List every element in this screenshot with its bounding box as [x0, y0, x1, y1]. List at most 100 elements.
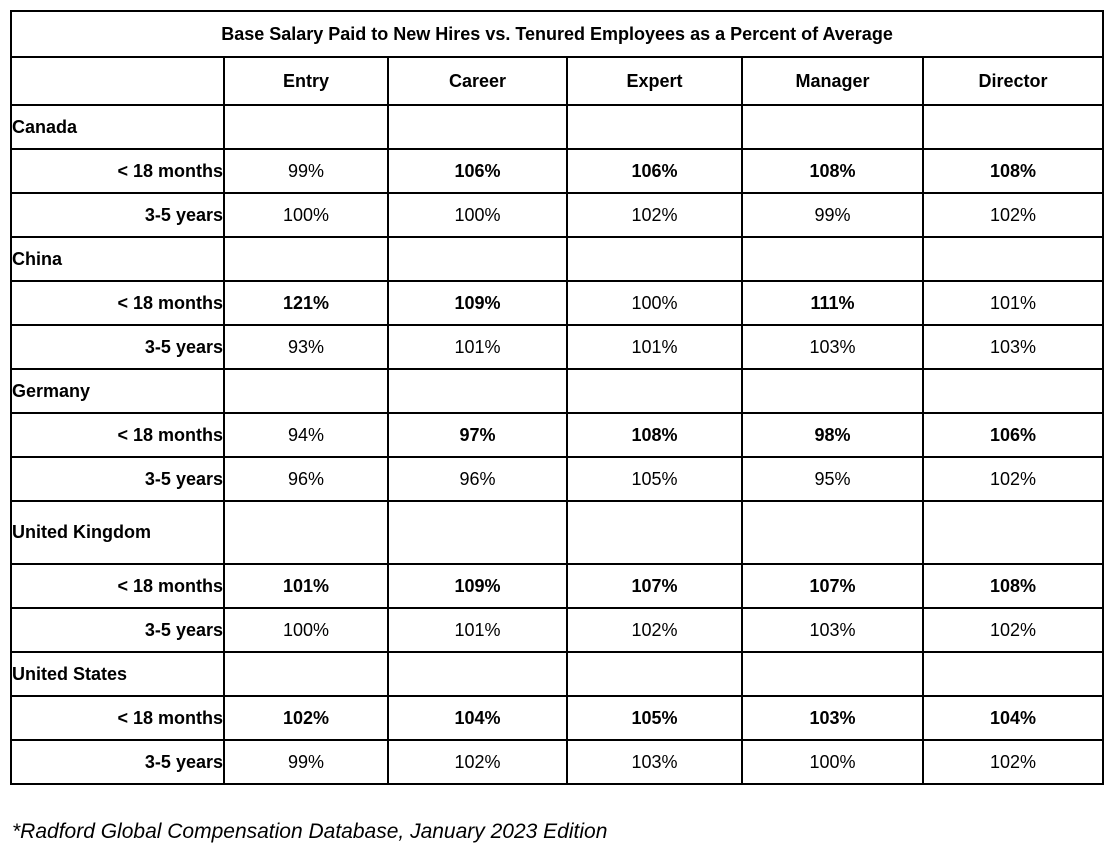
value-cell: 101% — [223, 563, 389, 609]
value-cell: 102% — [566, 607, 743, 653]
table-title-row: Base Salary Paid to New Hires vs. Tenure… — [9, 10, 1105, 58]
column-header-manager: Manager — [741, 56, 924, 106]
empty-cell — [741, 104, 924, 150]
value-cell: 109% — [387, 563, 568, 609]
value-cell: 102% — [921, 739, 1105, 785]
column-header-director: Director — [921, 56, 1105, 106]
value-cell: 101% — [921, 280, 1105, 326]
empty-cell — [741, 500, 924, 565]
tenure-label: 3-5 years — [10, 192, 225, 238]
table-title: Base Salary Paid to New Hires vs. Tenure… — [9, 10, 1105, 58]
table-row: 3-5 years 100% 101% 102% 103% 102% — [10, 607, 1105, 653]
value-cell: 100% — [741, 739, 924, 785]
table-row: < 18 months 102% 104% 105% 103% 104% — [10, 695, 1105, 741]
value-cell: 98% — [741, 412, 924, 458]
country-row: United States — [10, 651, 1105, 697]
value-cell: 111% — [741, 280, 924, 326]
country-name: China — [10, 236, 225, 282]
value-cell: 101% — [566, 324, 743, 370]
value-cell: 102% — [566, 192, 743, 238]
value-cell: 108% — [741, 148, 924, 194]
empty-cell — [223, 236, 389, 282]
country-row: Canada — [10, 104, 1105, 150]
table-row: < 18 months 99% 106% 106% 108% 108% — [10, 148, 1105, 194]
value-cell: 96% — [387, 456, 568, 502]
value-cell: 93% — [223, 324, 389, 370]
value-cell: 103% — [741, 607, 924, 653]
empty-cell — [741, 368, 924, 414]
value-cell: 104% — [387, 695, 568, 741]
value-cell: 103% — [921, 324, 1105, 370]
empty-cell — [566, 236, 743, 282]
tenure-label: < 18 months — [10, 412, 225, 458]
table-row: 3-5 years 93% 101% 101% 103% 103% — [10, 324, 1105, 370]
country-name: United States — [10, 651, 225, 697]
empty-cell — [566, 500, 743, 565]
value-cell: 94% — [223, 412, 389, 458]
empty-cell — [741, 236, 924, 282]
table-row: < 18 months 121% 109% 100% 111% 101% — [10, 280, 1105, 326]
country-row: United Kingdom — [10, 500, 1105, 565]
empty-cell — [223, 104, 389, 150]
tenure-label: < 18 months — [10, 563, 225, 609]
value-cell: 105% — [566, 456, 743, 502]
tenure-label: 3-5 years — [10, 324, 225, 370]
value-cell: 103% — [741, 695, 924, 741]
value-cell: 121% — [223, 280, 389, 326]
value-cell: 99% — [223, 739, 389, 785]
value-cell: 99% — [223, 148, 389, 194]
value-cell: 101% — [387, 324, 568, 370]
table-row: < 18 months 94% 97% 108% 98% 106% — [10, 412, 1105, 458]
value-cell: 95% — [741, 456, 924, 502]
value-cell: 102% — [921, 192, 1105, 238]
value-cell: 107% — [741, 563, 924, 609]
empty-cell — [741, 651, 924, 697]
value-cell: 105% — [566, 695, 743, 741]
value-cell: 108% — [566, 412, 743, 458]
table-row: < 18 months 101% 109% 107% 107% 108% — [10, 563, 1105, 609]
value-cell: 97% — [387, 412, 568, 458]
country-name: Canada — [10, 104, 225, 150]
salary-table-container: Base Salary Paid to New Hires vs. Tenure… — [9, 10, 1105, 785]
column-header-expert: Expert — [566, 56, 743, 106]
column-header-row: Entry Career Expert Manager Director — [10, 56, 1105, 106]
value-cell: 107% — [566, 563, 743, 609]
value-cell: 106% — [387, 148, 568, 194]
empty-cell — [223, 368, 389, 414]
table-row: 3-5 years 96% 96% 105% 95% 102% — [10, 456, 1105, 502]
empty-cell — [921, 500, 1105, 565]
value-cell: 100% — [223, 607, 389, 653]
value-cell: 106% — [921, 412, 1105, 458]
tenure-label: 3-5 years — [10, 607, 225, 653]
value-cell: 100% — [566, 280, 743, 326]
empty-cell — [566, 651, 743, 697]
value-cell: 106% — [566, 148, 743, 194]
empty-cell — [223, 500, 389, 565]
table-row: 3-5 years 100% 100% 102% 99% 102% — [10, 192, 1105, 238]
value-cell: 102% — [921, 607, 1105, 653]
value-cell: 108% — [921, 563, 1105, 609]
value-cell: 99% — [741, 192, 924, 238]
value-cell: 104% — [921, 695, 1105, 741]
column-header-career: Career — [387, 56, 568, 106]
column-header-entry: Entry — [223, 56, 389, 106]
empty-cell — [921, 651, 1105, 697]
salary-table: Base Salary Paid to New Hires vs. Tenure… — [9, 10, 1105, 785]
value-cell: 101% — [387, 607, 568, 653]
table-row: 3-5 years 99% 102% 103% 100% 102% — [10, 739, 1105, 785]
empty-cell — [921, 368, 1105, 414]
value-cell: 102% — [223, 695, 389, 741]
country-row: Germany — [10, 368, 1105, 414]
empty-cell — [921, 236, 1105, 282]
empty-cell — [921, 104, 1105, 150]
value-cell: 109% — [387, 280, 568, 326]
empty-cell — [566, 368, 743, 414]
source-footnote: *Radford Global Compensation Database, J… — [12, 820, 608, 843]
empty-cell — [566, 104, 743, 150]
value-cell: 102% — [921, 456, 1105, 502]
country-name: United Kingdom — [10, 500, 225, 565]
value-cell: 96% — [223, 456, 389, 502]
value-cell: 100% — [387, 192, 568, 238]
empty-cell — [387, 368, 568, 414]
value-cell: 103% — [566, 739, 743, 785]
